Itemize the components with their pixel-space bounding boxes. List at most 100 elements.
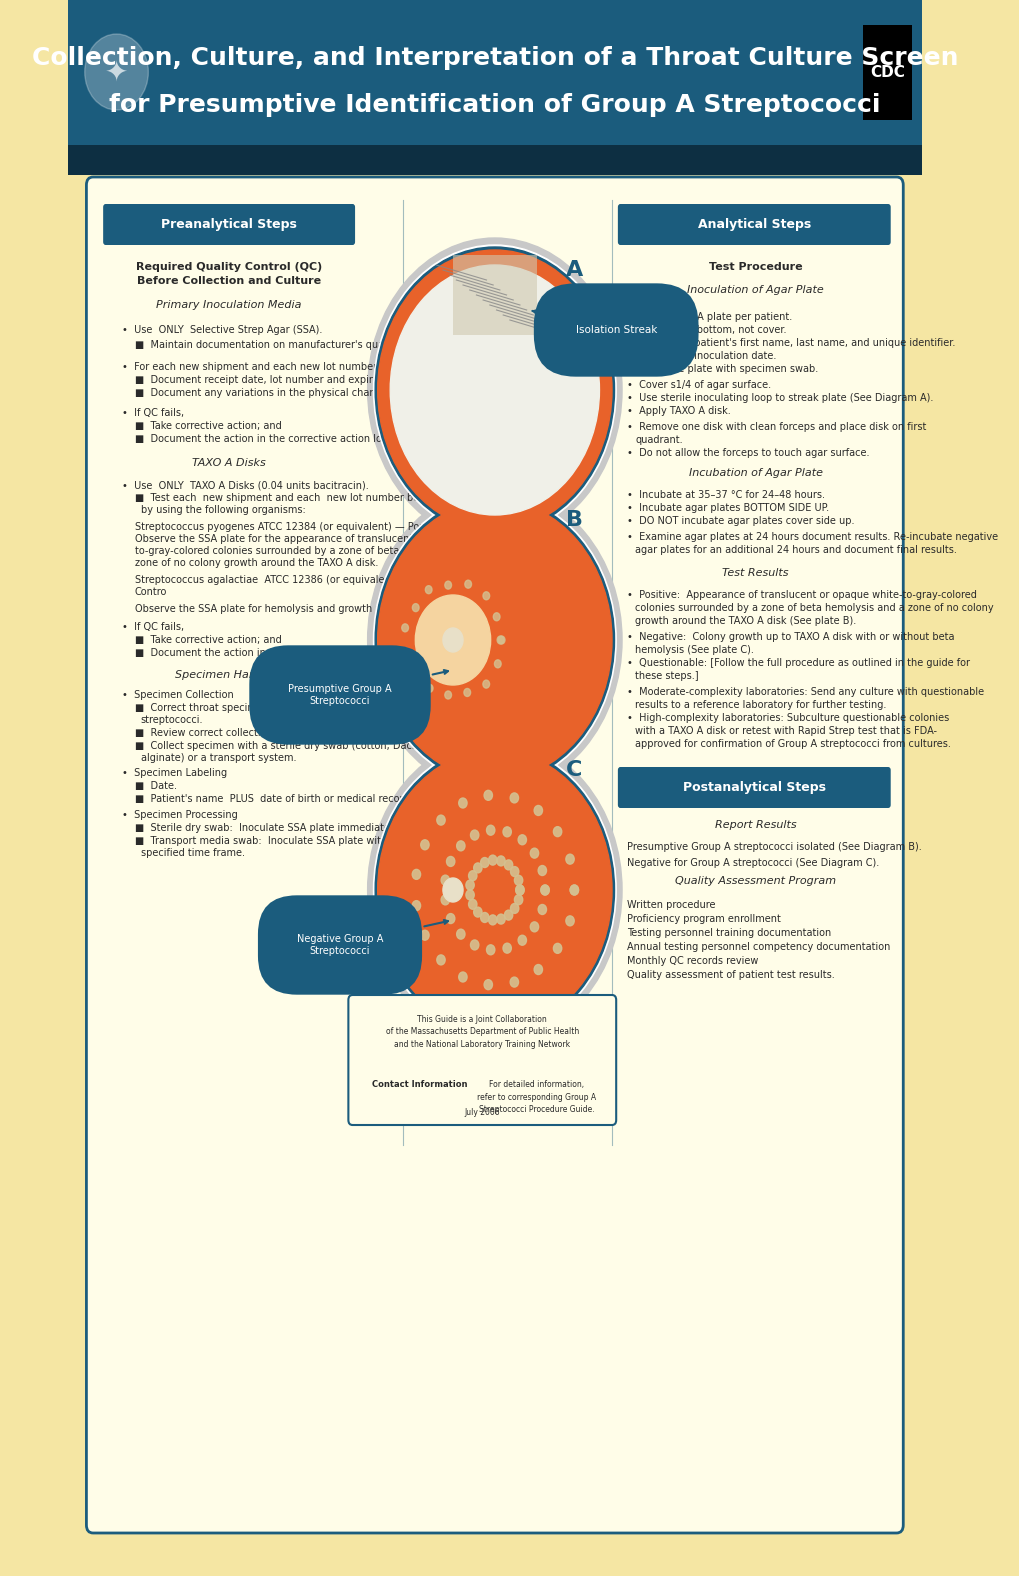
Text: Inoculation of Agar Plate: Inoculation of Agar Plate bbox=[687, 285, 823, 295]
Circle shape bbox=[373, 745, 615, 1035]
Circle shape bbox=[377, 750, 611, 1031]
Circle shape bbox=[518, 835, 526, 845]
Text: Collection, Culture, and Interpretation of a Throat Culture Screen: Collection, Culture, and Interpretation … bbox=[32, 46, 957, 69]
Text: Contro: Contro bbox=[135, 586, 167, 597]
Text: •  Positive:  Appearance of translucent or opaque white-to-gray-colored: • Positive: Appearance of translucent or… bbox=[627, 589, 976, 600]
Circle shape bbox=[457, 842, 465, 851]
Circle shape bbox=[375, 747, 613, 1032]
Circle shape bbox=[468, 900, 477, 909]
Circle shape bbox=[480, 913, 488, 922]
Text: ■  Document the action in the corrective action log.: ■ Document the action in the corrective … bbox=[135, 648, 390, 659]
Circle shape bbox=[566, 916, 574, 925]
Circle shape bbox=[470, 831, 478, 840]
Text: ■  Document receipt date, lot number and expiration date.: ■ Document receipt date, lot number and … bbox=[135, 375, 425, 385]
Circle shape bbox=[412, 900, 420, 911]
Circle shape bbox=[409, 671, 416, 679]
Circle shape bbox=[486, 944, 494, 955]
Circle shape bbox=[457, 930, 465, 939]
Text: ■  Transport media swab:  Inoculate SSA plate within manufacturer's: ■ Transport media swab: Inoculate SSA pl… bbox=[135, 835, 473, 846]
Circle shape bbox=[503, 860, 513, 870]
Circle shape bbox=[570, 886, 578, 895]
Circle shape bbox=[498, 637, 504, 645]
Circle shape bbox=[390, 265, 599, 515]
Circle shape bbox=[440, 895, 449, 905]
Circle shape bbox=[530, 848, 538, 859]
Text: ■  Include patient's first name, last name, and unique identifier.: ■ Include patient's first name, last nam… bbox=[639, 337, 954, 348]
Circle shape bbox=[459, 797, 467, 808]
Text: •  Use sterile inoculating loop to streak plate (See Diagram A).: • Use sterile inoculating loop to streak… bbox=[627, 392, 932, 403]
Text: these steps.]: these steps.] bbox=[635, 671, 698, 681]
Text: Preanalytical Steps: Preanalytical Steps bbox=[161, 217, 297, 230]
Circle shape bbox=[514, 895, 523, 905]
FancyBboxPatch shape bbox=[68, 145, 921, 175]
Circle shape bbox=[473, 908, 482, 917]
Text: ■  Collect specimen with a sterile dry swab (cotton, Dacron, ™ or calcium: ■ Collect specimen with a sterile dry sw… bbox=[135, 741, 497, 752]
Circle shape bbox=[514, 875, 523, 886]
Text: Required Quality Control (QC)
Before Collection and Culture: Required Quality Control (QC) Before Col… bbox=[136, 262, 322, 285]
FancyBboxPatch shape bbox=[68, 0, 921, 145]
Circle shape bbox=[403, 648, 410, 656]
Circle shape bbox=[540, 886, 548, 895]
Circle shape bbox=[442, 878, 463, 901]
Circle shape bbox=[85, 35, 148, 110]
Circle shape bbox=[440, 875, 449, 886]
Text: •  Specimen Labeling: • Specimen Labeling bbox=[122, 768, 227, 779]
Text: •  Use  ONLY  TAXO A Disks (0.04 units bacitracin).: • Use ONLY TAXO A Disks (0.04 units baci… bbox=[122, 481, 369, 490]
Text: alginate) or a transport system.: alginate) or a transport system. bbox=[141, 753, 297, 763]
Text: •  Use  ONLY  Selective Strep Agar (SSA).: • Use ONLY Selective Strep Agar (SSA). bbox=[122, 325, 322, 336]
Circle shape bbox=[367, 489, 622, 793]
Circle shape bbox=[510, 977, 518, 987]
Circle shape bbox=[367, 238, 622, 542]
Circle shape bbox=[494, 660, 501, 668]
Text: agar plates for an additional 24 hours and document final results.: agar plates for an additional 24 hours a… bbox=[635, 545, 957, 555]
Text: by using the following organisms:: by using the following organisms: bbox=[141, 504, 306, 515]
Text: Streptococcus pyogenes ATCC 12384 (or equivalent) — Positive Control: Streptococcus pyogenes ATCC 12384 (or eq… bbox=[135, 522, 483, 533]
Text: Proficiency program enrollment: Proficiency program enrollment bbox=[627, 914, 781, 924]
Text: ■  Take corrective action; and: ■ Take corrective action; and bbox=[135, 421, 281, 430]
Text: Streptococcus agalactiae  ATCC 12386 (or equivalent) — Negative: Streptococcus agalactiae ATCC 12386 (or … bbox=[135, 575, 458, 585]
Text: •  Specimen Collection: • Specimen Collection bbox=[122, 690, 234, 700]
Text: •  High-complexity laboratories: Subculture questionable colonies: • High-complexity laboratories: Subcultu… bbox=[627, 712, 949, 723]
Text: ✦: ✦ bbox=[105, 58, 128, 87]
Text: approved for confirmation of Group A streptococci from cultures.: approved for confirmation of Group A str… bbox=[635, 739, 951, 749]
Text: •  Apply TAXO A disk.: • Apply TAXO A disk. bbox=[627, 407, 730, 416]
Circle shape bbox=[377, 251, 611, 530]
Circle shape bbox=[442, 627, 463, 652]
Circle shape bbox=[534, 965, 542, 974]
Text: ■  Review correct collection technique.: ■ Review correct collection technique. bbox=[135, 728, 327, 738]
Text: •  Label plate bottom, not cover.: • Label plate bottom, not cover. bbox=[627, 325, 786, 336]
Circle shape bbox=[373, 495, 615, 785]
FancyBboxPatch shape bbox=[348, 994, 615, 1125]
Text: growth around the TAXO A disk (See plate B).: growth around the TAXO A disk (See plate… bbox=[635, 616, 856, 626]
Circle shape bbox=[496, 914, 504, 924]
Text: B: B bbox=[566, 511, 582, 530]
Circle shape bbox=[486, 826, 494, 835]
Text: zone of no colony growth around the TAXO A disk.: zone of no colony growth around the TAXO… bbox=[135, 558, 378, 567]
Circle shape bbox=[425, 687, 431, 695]
Text: Test Results: Test Results bbox=[721, 567, 788, 578]
Text: •  For each new shipment and each new lot number,: • For each new shipment and each new lot… bbox=[122, 362, 380, 372]
Circle shape bbox=[540, 886, 548, 895]
Circle shape bbox=[516, 886, 524, 895]
Text: Test Procedure: Test Procedure bbox=[708, 262, 802, 273]
Text: Postanalytical Steps: Postanalytical Steps bbox=[682, 780, 825, 793]
Text: ■  Maintain documentation on manufacturer's quality control performance.: ■ Maintain documentation on manufacturer… bbox=[135, 340, 504, 350]
Circle shape bbox=[373, 244, 615, 534]
Circle shape bbox=[510, 903, 519, 914]
Text: C: C bbox=[566, 760, 582, 780]
Circle shape bbox=[484, 790, 492, 801]
Circle shape bbox=[518, 935, 526, 946]
Text: Quality Assessment Program: Quality Assessment Program bbox=[675, 876, 836, 886]
Circle shape bbox=[530, 922, 538, 931]
Circle shape bbox=[465, 580, 471, 588]
Circle shape bbox=[466, 879, 474, 890]
Text: ■  Date.: ■ Date. bbox=[135, 782, 176, 791]
FancyBboxPatch shape bbox=[862, 25, 911, 120]
Text: colonies surrounded by a zone of beta hemolysis and a zone of no colony: colonies surrounded by a zone of beta he… bbox=[635, 604, 994, 613]
Circle shape bbox=[480, 678, 487, 686]
Circle shape bbox=[367, 738, 622, 1042]
Text: Testing personnel training documentation: Testing personnel training documentation bbox=[627, 928, 830, 938]
Text: •  DO NOT incubate agar plates cover side up.: • DO NOT incubate agar plates cover side… bbox=[627, 515, 854, 526]
Circle shape bbox=[488, 856, 496, 865]
Text: quadrant.: quadrant. bbox=[635, 435, 683, 444]
